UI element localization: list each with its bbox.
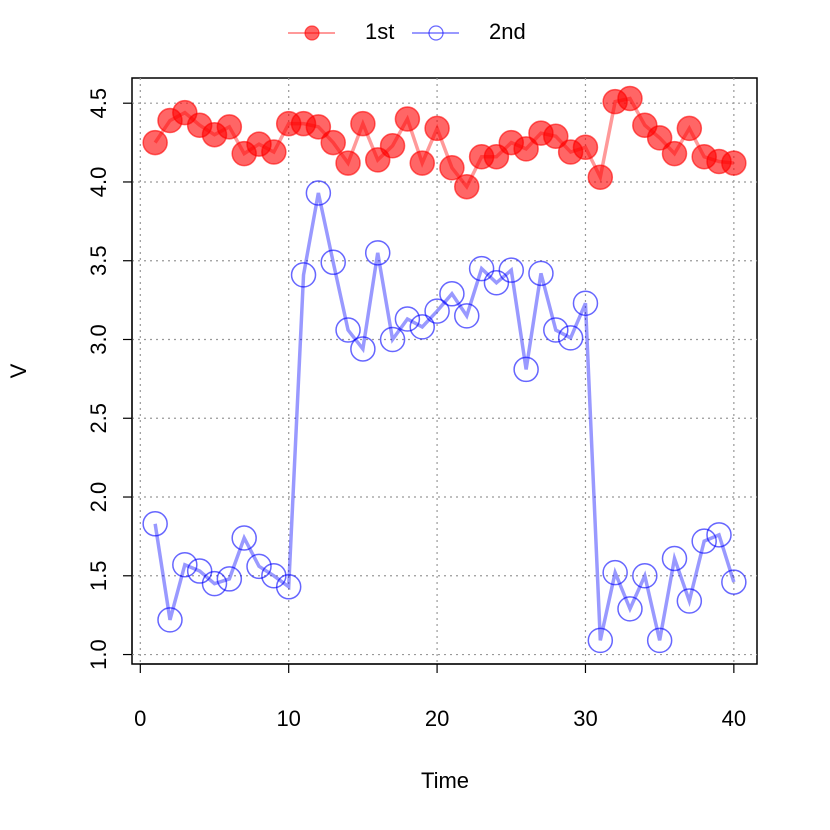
- data-point: [557, 325, 584, 351]
- data-point: [661, 545, 688, 572]
- data-point: [409, 314, 435, 340]
- data-point: [335, 317, 361, 343]
- y-tick-label: 2.5: [86, 403, 111, 434]
- data-point: [394, 106, 421, 132]
- y-tick-label: 4.0: [86, 167, 111, 198]
- data-point: [676, 588, 703, 614]
- data-point: [646, 627, 673, 654]
- data-point: [676, 115, 703, 142]
- y-tick-label: 1.0: [86, 639, 111, 670]
- data-point: [320, 249, 346, 276]
- x-tick-label: 20: [425, 706, 449, 731]
- x-tick-label: 10: [276, 706, 300, 731]
- data-point: [424, 115, 450, 142]
- x-tick-label: 0: [134, 706, 146, 731]
- data-point: [320, 129, 346, 156]
- data-point: [602, 559, 628, 586]
- data-point: [617, 85, 643, 112]
- legend-marker: [428, 25, 444, 41]
- y-tick-label: 3.0: [86, 324, 111, 355]
- data-point: [572, 134, 599, 161]
- data-point: [409, 150, 435, 176]
- data-point: [216, 566, 243, 592]
- data-point: [587, 627, 614, 654]
- data-point: [543, 317, 569, 343]
- data-point: [587, 164, 614, 190]
- data-point: [379, 326, 406, 353]
- data-point: [661, 140, 688, 167]
- data-point: [261, 139, 287, 165]
- data-point: [498, 257, 525, 283]
- data-point: [290, 262, 317, 288]
- data-point: [186, 558, 213, 584]
- data-point: [394, 306, 421, 332]
- data-point: [335, 150, 361, 176]
- y-axis-label: V: [6, 363, 31, 378]
- data-point: [721, 150, 747, 176]
- data-point: [364, 240, 391, 266]
- y-tick-label: 3.5: [86, 245, 111, 276]
- data-point: [617, 596, 643, 622]
- data-point: [543, 123, 569, 150]
- data-point: [142, 511, 168, 537]
- data-point: [157, 607, 183, 633]
- data-point: [468, 255, 495, 282]
- x-tick-label: 40: [722, 706, 746, 731]
- data-point: [706, 522, 732, 548]
- data-point: [632, 563, 658, 589]
- data-point: [305, 114, 332, 140]
- data-point: [721, 569, 747, 595]
- data-point: [646, 125, 673, 151]
- data-point: [483, 270, 510, 296]
- legend-marker: [304, 25, 320, 41]
- data-point: [201, 570, 228, 597]
- legend-label: 2nd: [489, 19, 526, 44]
- data-point: [454, 303, 480, 329]
- data-point: [454, 173, 480, 200]
- data-point: [275, 574, 302, 600]
- y-tick-label: 2.0: [86, 482, 111, 513]
- data-point: [305, 180, 332, 206]
- data-point: [379, 132, 406, 159]
- data-point: [172, 552, 198, 578]
- data-point: [439, 281, 465, 307]
- data-point: [216, 114, 243, 140]
- data-point: [513, 356, 539, 383]
- data-point: [572, 290, 599, 317]
- data-point: [439, 155, 465, 181]
- data-point: [424, 298, 450, 324]
- y-tick-label: 1.5: [86, 560, 111, 591]
- data-point: [350, 110, 376, 137]
- x-axis-label: Time: [421, 768, 469, 793]
- data-point: [142, 129, 168, 156]
- data-point: [513, 136, 539, 162]
- series-line: [153, 192, 736, 641]
- data-point: [528, 260, 554, 287]
- data-point: [350, 336, 376, 362]
- data-point: [691, 528, 717, 554]
- legend-label: 1st: [365, 19, 394, 44]
- x-tick-label: 30: [573, 706, 597, 731]
- data-point: [231, 525, 257, 551]
- data-point: [246, 553, 272, 580]
- y-tick-label: 4.5: [86, 88, 111, 119]
